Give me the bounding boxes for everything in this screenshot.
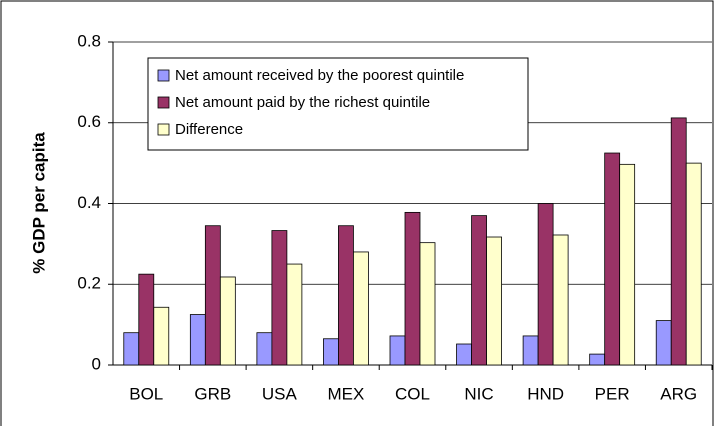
bar	[353, 251, 369, 366]
bar	[123, 332, 140, 366]
x-tick-label: HND	[527, 384, 564, 403]
legend-swatch	[157, 123, 170, 136]
bar	[389, 335, 406, 366]
legend-label: Net amount paid by the richest quintile	[175, 94, 430, 111]
bar	[219, 276, 236, 366]
y-axis-label: % GDP per capita	[29, 132, 48, 274]
bar	[589, 353, 606, 366]
bar	[286, 263, 303, 366]
x-tick-label: ARG	[660, 384, 697, 403]
bar	[486, 236, 502, 366]
y-tick-label: 0.8	[77, 31, 101, 50]
legend-swatch	[157, 69, 170, 82]
bar	[655, 320, 672, 366]
bar	[537, 203, 554, 366]
bar	[552, 234, 569, 366]
x-tick-label: USA	[262, 384, 298, 403]
bar	[256, 332, 273, 366]
bar	[685, 162, 702, 366]
x-tick-label: COL	[395, 384, 430, 403]
y-tick-label: 0	[92, 354, 101, 373]
legend-swatch	[157, 96, 170, 109]
bar	[153, 306, 170, 366]
bar	[604, 152, 621, 366]
bar	[189, 314, 206, 366]
y-tick-label: 0.4	[77, 193, 101, 212]
bar	[522, 335, 539, 366]
legend-box	[147, 57, 529, 151]
bar	[204, 225, 221, 366]
x-tick-label: NIC	[464, 384, 493, 403]
y-tick-label: 0.2	[77, 274, 101, 293]
y-tick-label: 0.6	[77, 112, 101, 131]
bar	[138, 273, 155, 366]
x-tick-label: BOL	[129, 384, 163, 403]
bar	[404, 211, 421, 366]
legend-label: Difference	[175, 121, 243, 138]
bar	[619, 163, 636, 366]
bar	[338, 225, 354, 366]
bar	[456, 343, 472, 366]
x-tick-label: GRB	[194, 384, 231, 403]
bar	[670, 117, 687, 366]
x-tick-label: PER	[595, 384, 630, 403]
bar	[271, 230, 288, 366]
legend-label: Net amount received by the poorest quint…	[175, 67, 464, 84]
bar	[323, 338, 339, 366]
x-tick-label: MEX	[328, 384, 365, 403]
bar	[419, 242, 436, 366]
bar	[471, 215, 487, 366]
